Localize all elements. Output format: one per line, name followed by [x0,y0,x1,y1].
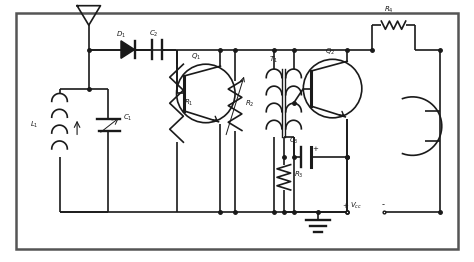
Text: $R_4$: $R_4$ [384,5,393,15]
Text: +: + [312,146,318,152]
Text: -: - [381,200,384,210]
Text: $R_2$: $R_2$ [245,98,255,108]
Text: $C_2$: $C_2$ [149,29,159,39]
Text: $C_1$: $C_1$ [123,113,132,123]
Text: $D_1$: $D_1$ [116,30,126,40]
Text: $V_{cc}$: $V_{cc}$ [350,201,362,211]
Text: $T_1$: $T_1$ [269,55,278,65]
Text: $R_1$: $R_1$ [184,98,194,108]
Polygon shape [121,41,135,58]
Text: $Q_1$: $Q_1$ [191,52,201,62]
Text: $R_3$: $R_3$ [293,170,303,180]
Text: +: + [342,204,348,210]
Text: $L_1$: $L_1$ [30,120,39,130]
Text: $Q_2$: $Q_2$ [325,47,335,57]
Text: $C_3$: $C_3$ [289,136,298,146]
